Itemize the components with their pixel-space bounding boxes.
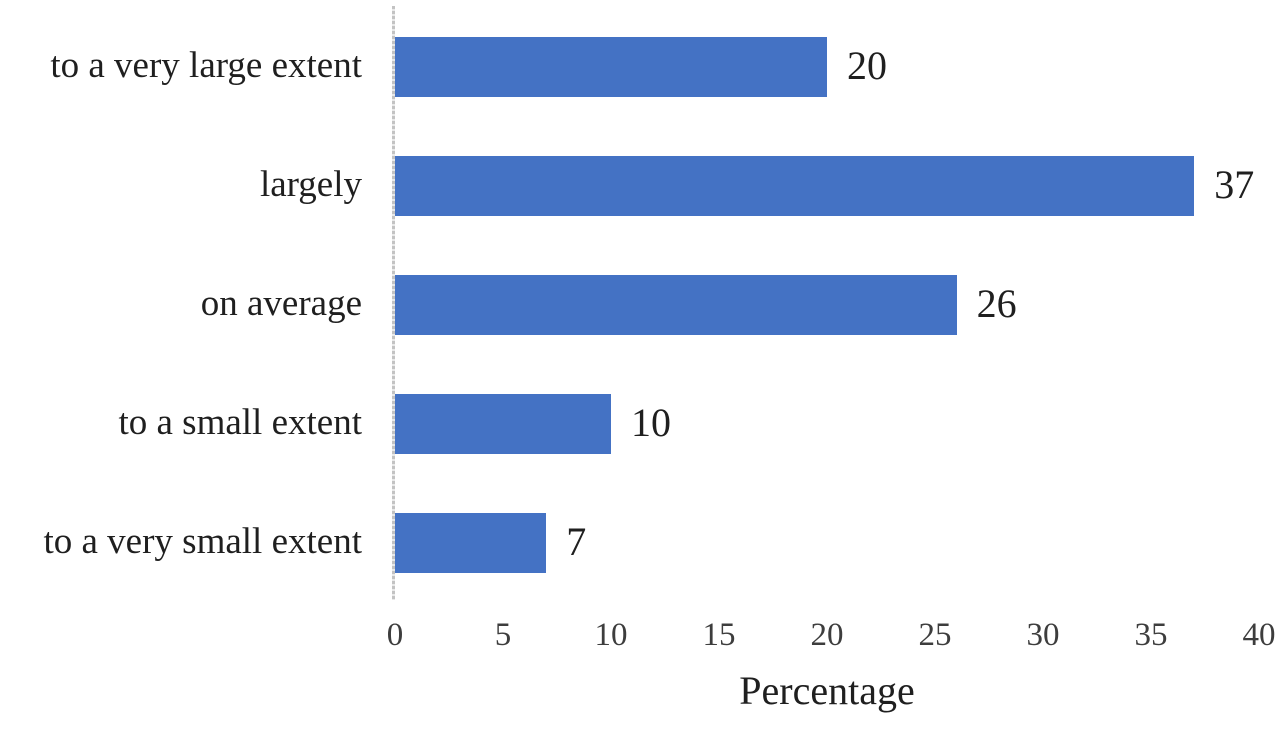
- bar: [395, 513, 547, 573]
- x-tick-label: 25: [918, 617, 952, 653]
- category-label: on average: [200, 282, 362, 324]
- x-tick-label: 40: [1242, 617, 1276, 653]
- value-label: 37: [1214, 162, 1255, 208]
- bar: [395, 275, 957, 335]
- x-tick-label: 15: [702, 617, 736, 653]
- x-tick-label: 5: [494, 617, 512, 653]
- x-tick-label: 0: [386, 617, 404, 653]
- category-label: to a very small extent: [43, 520, 362, 562]
- bar: [395, 37, 827, 97]
- value-label: 26: [976, 281, 1017, 327]
- x-tick-label: 20: [810, 617, 844, 653]
- bar: [395, 394, 611, 454]
- category-label: to a small extent: [118, 401, 362, 443]
- x-tick-label: 10: [594, 617, 628, 653]
- category-label: to a very large extent: [50, 44, 362, 86]
- value-label: 20: [847, 43, 887, 89]
- x-axis-title: Percentage: [739, 668, 915, 713]
- x-tick-label: 35: [1134, 617, 1168, 653]
- value-label: 7: [566, 519, 587, 565]
- value-label: 10: [631, 400, 671, 446]
- bar: [395, 156, 1195, 216]
- category-label: largely: [259, 163, 362, 205]
- category-axis-line: [392, 6, 395, 600]
- x-tick-label: 30: [1026, 617, 1060, 653]
